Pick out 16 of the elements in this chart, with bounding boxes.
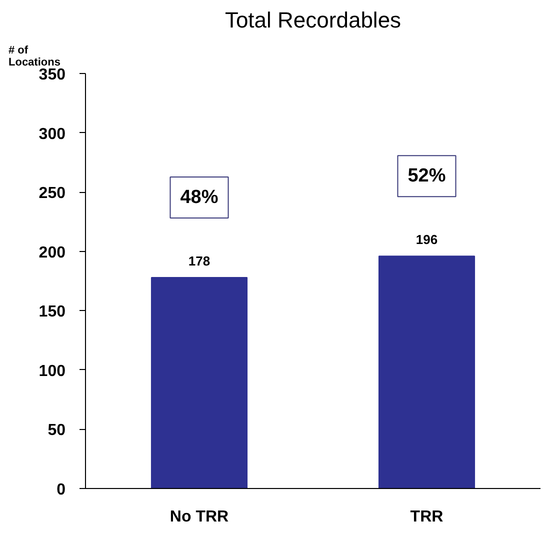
y-tick-label: 0 — [56, 482, 66, 498]
y-tick-label: 350 — [38, 66, 66, 84]
x-tick-label: TRR — [410, 508, 444, 526]
x-tick-label: No TRR — [170, 508, 230, 526]
y-tick-label: 250 — [38, 185, 66, 202]
data-label: 196 — [416, 232, 438, 248]
data-label: 178 — [188, 253, 210, 268]
y-tick-label: 200 — [38, 244, 66, 262]
annotation: 48% — [180, 186, 218, 208]
y-tick-label: 100 — [38, 362, 66, 380]
y-tick-label: 150 — [38, 304, 66, 321]
y-tick-label: 50 — [48, 422, 66, 440]
y-axis-title: # of Locations — [8, 44, 60, 68]
chart-title: Total Recordables — [224, 8, 402, 32]
annotation: 52% — [408, 166, 446, 187]
y-tick-label: 300 — [38, 126, 66, 143]
